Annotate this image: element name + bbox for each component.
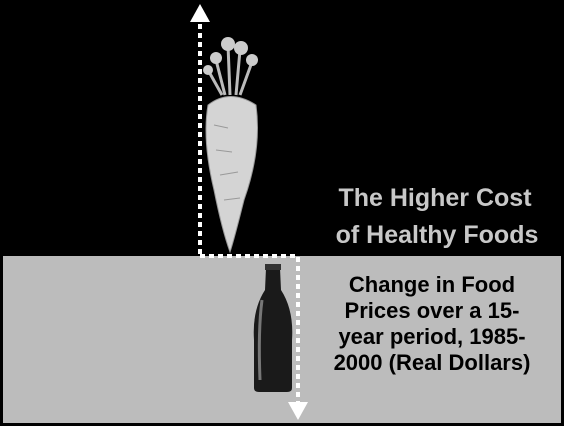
bottle xyxy=(253,264,293,392)
arrow-head-down xyxy=(288,402,308,420)
arrow-head-up xyxy=(190,4,210,22)
arrows xyxy=(198,20,300,402)
carrot xyxy=(203,37,258,254)
caption-line: year period, 1985- xyxy=(338,324,525,349)
title-line: of Healthy Foods xyxy=(336,221,539,249)
caption-line: Change in Food xyxy=(349,272,515,297)
caption-line: Prices over a 15- xyxy=(345,298,520,323)
title-line: The Higher Cost xyxy=(338,184,532,212)
caption-line: 2000 (Real Dollars) xyxy=(334,350,531,375)
